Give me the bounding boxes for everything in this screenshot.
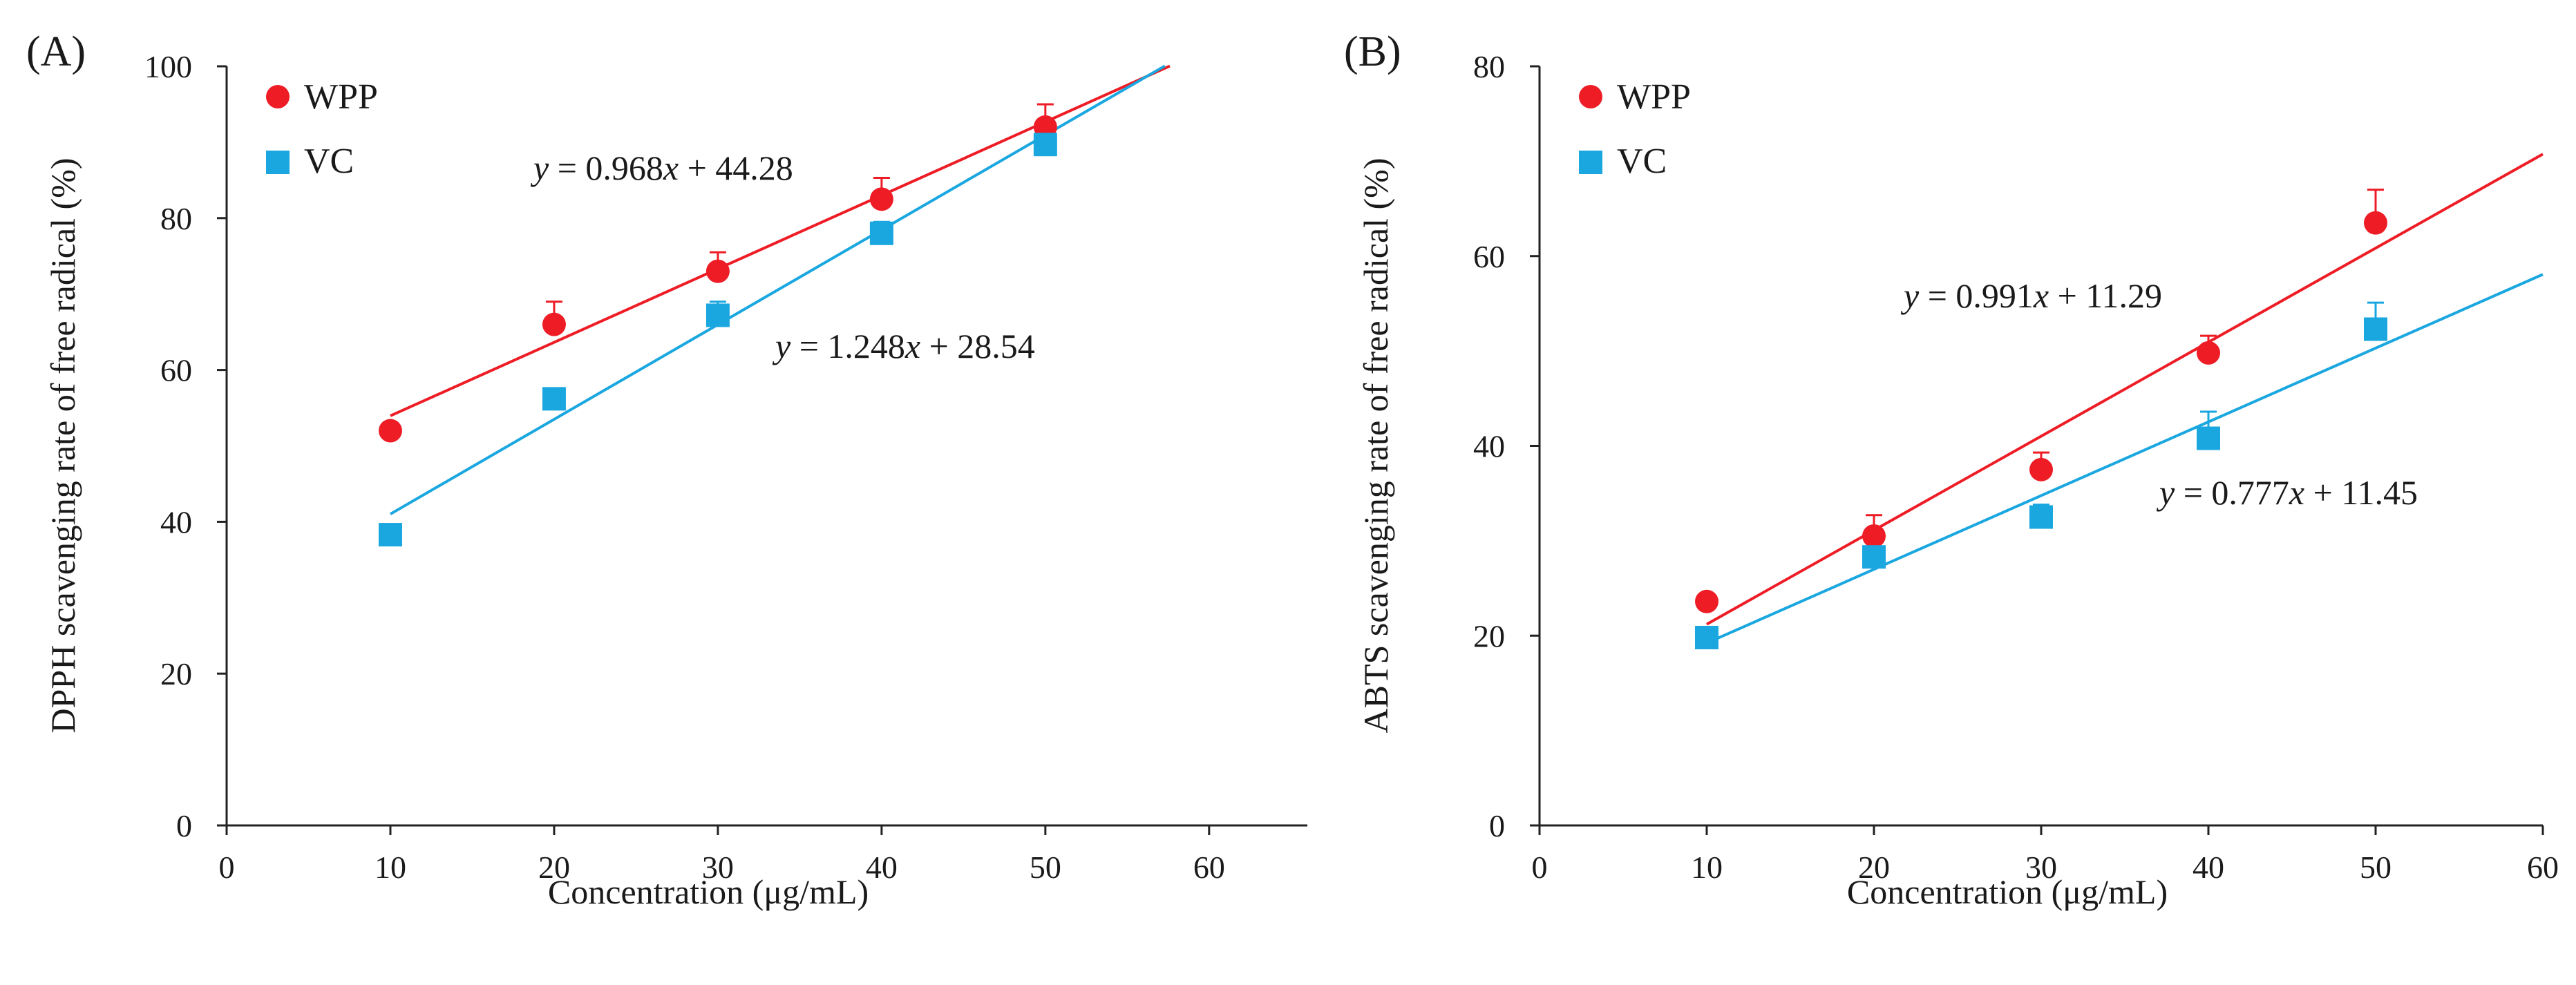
panel-a-vc-point-2 <box>705 303 730 327</box>
panel-b-vc-point-2 <box>2029 505 2053 529</box>
panel-b-x-ticks: 0 10 20 30 40 50 60 <box>1532 825 2559 885</box>
panel-b-wpp-point-2 <box>2029 457 2053 481</box>
panel-b-vc-point-4 <box>2364 317 2387 341</box>
panel-a-legend-wpp-marker <box>266 85 290 108</box>
panel-b-vc-eq-intercept: + 11.45 <box>2304 473 2418 512</box>
panel-b-vc-eq-body: = 0.777 <box>2175 473 2289 512</box>
panel-a-wpp-eq-body: = 0.968 <box>549 149 663 187</box>
panel-a-x-tick-label-2: 20 <box>538 850 570 885</box>
panel-a-wpp-point-0 <box>378 419 402 443</box>
panel-a-y-tick-label-0: 0 <box>176 808 192 843</box>
panel-b-wpp-point-0 <box>1695 589 1718 613</box>
panel-b-x-axis-title: Concentration (μg/mL) <box>1847 872 2168 911</box>
panel-a-wpp-equation: y = 0.968x + 44.28 <box>530 149 793 187</box>
panel-b-wpp-equation: y = 0.991x + 11.29 <box>1900 276 2162 315</box>
panel-a-x-axis-title: Concentration (μg/mL) <box>548 872 869 911</box>
panel-a-vc-eq-x: x <box>905 327 920 365</box>
panel-b-wpp-eq-x: x <box>2033 276 2049 315</box>
panel-b-y-tick-label-4: 80 <box>1473 49 1505 84</box>
panel-b-abts-chart: (B) 0 20 40 60 80 0 10 20 30 40 50 60 Concentratio… <box>1344 28 2559 911</box>
panel-a-vc-point-4 <box>1033 133 1057 157</box>
panel-b-wpp-point-3 <box>2197 341 2220 365</box>
panel-a-vc-eq-intercept: + 28.54 <box>920 327 1035 365</box>
panel-a-vc-equation: y = 1.248x + 28.54 <box>772 327 1035 365</box>
panel-b-legend: WPP VC <box>1579 77 1691 181</box>
panel-b-legend-vc-label: VC <box>1617 142 1667 181</box>
panel-a-wpp-point-2 <box>705 259 730 283</box>
panel-a-error-bars <box>545 103 1054 325</box>
panel-a-x-tick-label-6: 60 <box>1193 850 1225 885</box>
panel-b-vc-point-3 <box>2197 426 2220 450</box>
panel-a-vc-point-3 <box>869 221 893 245</box>
panel-b-vc-eq-y: y <box>2156 473 2175 512</box>
panel-a-y-ticks: 0 20 40 60 80 100 <box>144 49 227 843</box>
panel-b-x-tick-label-4: 40 <box>2193 850 2224 885</box>
panel-b-x-tick-label-0: 0 <box>1532 850 1548 885</box>
panel-b-y-ticks: 0 20 40 60 80 <box>1473 49 1540 843</box>
panel-b-label: (B) <box>1344 28 1401 75</box>
panel-a-x-tick-label-1: 10 <box>375 850 406 885</box>
panel-b-axes <box>1538 66 2543 827</box>
panel-a-wpp-eq-y: y <box>530 149 549 187</box>
panel-a-x-tick-label-0: 0 <box>219 850 235 885</box>
panel-a-label: (A) <box>26 28 86 75</box>
panel-b-wpp-eq-y: y <box>1900 276 1920 315</box>
panel-b-x-tick-label-3: 30 <box>2025 850 2057 885</box>
panel-b-fit-lines <box>1706 153 2544 644</box>
panel-b-legend-wpp-marker <box>1579 85 1602 108</box>
panel-a-wpp-point-1 <box>542 312 566 336</box>
panel-a-data-points <box>378 115 1057 547</box>
panel-b-y-tick-label-2: 40 <box>1473 429 1505 464</box>
panel-a-wpp-eq-x: x <box>663 149 679 187</box>
panel-a-legend-wpp-label: WPP <box>304 77 378 117</box>
panel-b-x-tick-label-2: 20 <box>1858 850 1890 885</box>
panel-a-y-tick-label-3: 60 <box>160 353 192 388</box>
panel-b-vc-point-0 <box>1695 625 1718 649</box>
panel-b-y-axis-title: ABTS scavenging rate of free radical (%) <box>1356 158 1395 734</box>
panel-b-x-tick-label-5: 50 <box>2360 850 2392 885</box>
panel-a-legend-vc-label: VC <box>304 142 354 181</box>
panel-b-wpp-point-4 <box>2364 211 2387 235</box>
panel-a-y-axis-title: DPPH scavenging rate of free radical (%) <box>44 158 82 734</box>
panel-b-vc-equation: y = 0.777x + 11.45 <box>2156 473 2418 512</box>
panel-a-y-tick-label-2: 40 <box>160 504 192 539</box>
panel-b-wpp-point-1 <box>1862 524 1886 548</box>
panel-b-y-tick-label-0: 0 <box>1489 808 1505 843</box>
panel-b-wpp-eq-body: = 0.991 <box>1919 276 2034 315</box>
panel-a-wpp-point-3 <box>869 187 893 211</box>
panel-b-x-tick-label-1: 10 <box>1691 850 1723 885</box>
panel-a-legend-vc-marker <box>266 151 290 174</box>
panel-a-x-ticks: 0 10 20 30 40 50 60 <box>219 825 1225 885</box>
panel-b-legend-vc-marker <box>1579 151 1602 174</box>
panel-a-vc-point-0 <box>378 523 402 547</box>
panel-a-y-tick-label-1: 20 <box>160 656 192 691</box>
panel-b-vc-point-1 <box>1862 545 1886 569</box>
panel-a-vc-point-1 <box>542 387 566 411</box>
panel-a-x-tick-label-4: 40 <box>866 850 898 885</box>
panel-b-data-points <box>1695 211 2387 649</box>
panel-a-legend: WPP VC <box>266 77 378 181</box>
panel-b-x-tick-label-6: 60 <box>2527 850 2559 885</box>
panel-a-x-tick-label-3: 30 <box>702 850 734 885</box>
panel-b-legend-wpp-label: WPP <box>1617 77 1691 117</box>
panel-b-wpp-fit-line <box>1706 153 2544 626</box>
panel-a-y-tick-label-5: 100 <box>144 49 192 84</box>
panel-b-vc-eq-x: x <box>2289 473 2304 512</box>
panel-a-x-tick-label-5: 50 <box>1030 850 1061 885</box>
panel-a-dpph-chart: (A) 0 20 40 60 80 100 0 10 20 30 40 50 60 Concentra… <box>26 28 1307 911</box>
panel-b-wpp-eq-intercept: + 11.29 <box>2049 276 2162 315</box>
panel-a-y-tick-label-4: 80 <box>160 201 192 236</box>
panel-b-vc-fit-line <box>1706 273 2544 644</box>
panel-a-vc-eq-body: = 1.248 <box>790 327 905 365</box>
panel-b-y-tick-label-1: 20 <box>1473 618 1505 653</box>
panel-a-axes <box>225 66 1307 827</box>
panel-b-y-tick-label-3: 60 <box>1473 239 1505 274</box>
panel-a-wpp-eq-intercept: + 44.28 <box>679 149 793 187</box>
panel-a-vc-eq-y: y <box>772 327 791 365</box>
